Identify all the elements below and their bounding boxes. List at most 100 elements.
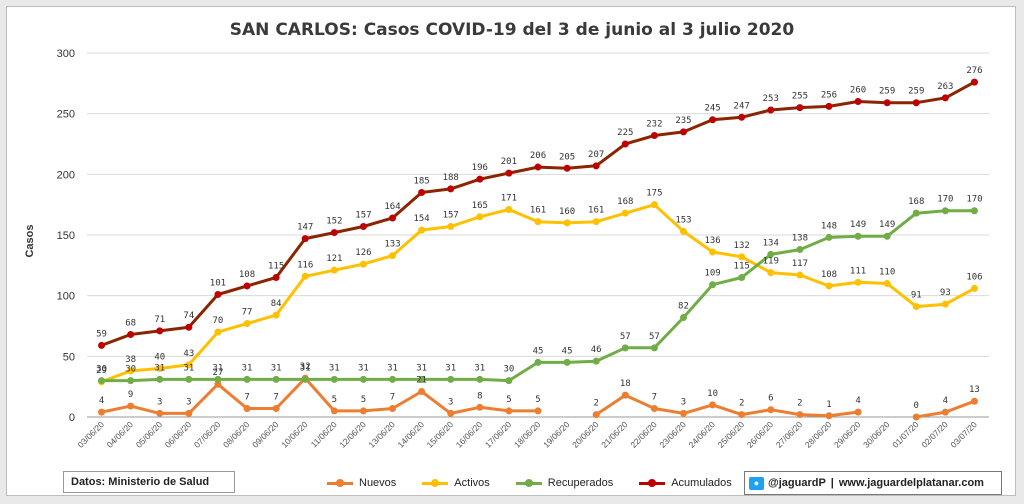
chart-title: SAN CARLOS: Casos COVID-19 del 3 de juni… [230,20,795,40]
data-point [767,106,775,114]
data-label: 136 [704,236,720,246]
data-point [127,402,135,410]
y-tick-label: 150 [57,230,75,242]
data-point [709,248,717,256]
data-point [476,175,484,183]
data-point [389,405,397,413]
credit-site[interactable]: www.jaguardelplatanar.com [838,477,984,489]
data-point [796,271,804,279]
data-label: 31 [242,363,253,373]
data-label: 21 [416,376,427,386]
data-point [243,320,251,328]
data-point [941,408,949,416]
x-tick-label: 22/06/20 [628,419,659,450]
data-point [330,407,338,415]
data-point [621,140,629,148]
data-label: 170 [966,195,982,205]
credit-handle[interactable]: @jaguardP [768,477,826,489]
data-label: 276 [966,66,982,76]
data-point [709,401,717,409]
x-tick-label: 27/06/20 [774,419,805,450]
data-point [796,246,804,254]
data-label: 31 [300,363,311,373]
data-point [214,380,222,388]
data-label: 247 [734,101,750,111]
data-label: 30 [503,365,514,375]
data-point [243,405,251,413]
data-label: 3 [186,397,191,407]
data-point [854,98,862,106]
data-label: 245 [704,104,720,114]
data-point [185,361,193,369]
y-tick-label: 250 [57,109,75,121]
x-tick-label: 10/06/20 [279,419,310,450]
legend-label: Recuperados [547,477,614,489]
y-axis-label: Casos [24,224,36,257]
data-point [854,408,862,416]
data-point [301,375,309,383]
x-tick-label: 19/06/20 [541,419,572,450]
legend-swatch [639,478,666,487]
data-point [272,273,280,281]
data-label: 256 [821,90,837,100]
data-point [854,278,862,286]
data-point [650,132,658,140]
legend-item-activos: Activos [422,477,490,489]
data-point [650,405,658,413]
data-label: 9 [128,390,133,400]
x-axis: 03/06/2004/06/2005/06/2006/06/2007/06/20… [75,419,979,450]
data-label: 5 [332,395,337,405]
data-point [156,409,164,417]
data-label: 18 [620,379,631,389]
data-point [767,269,775,277]
data-point [679,128,687,136]
data-point [418,375,426,383]
data-point [970,78,978,86]
data-label: 59 [96,329,107,339]
data-point [650,344,658,352]
data-point [214,290,222,298]
data-point [970,397,978,405]
x-tick-label: 07/06/20 [192,419,223,450]
data-label: 152 [326,217,342,227]
data-point [563,358,571,366]
data-label: 101 [210,278,226,288]
y-tick-label: 0 [69,412,75,424]
data-point [185,323,193,331]
data-point [330,375,338,383]
data-label: 3 [448,397,453,407]
data-label: 235 [675,116,691,126]
series-acumulados [98,78,978,349]
data-label: 161 [588,206,604,216]
data-point [738,411,746,419]
data-label: 138 [792,234,808,244]
data-point [883,232,891,240]
data-point [679,409,687,417]
legend-label: Nuevos [359,477,397,489]
data-point [389,375,397,383]
data-point [679,314,687,322]
data-point [243,375,251,383]
data-point [505,206,513,214]
data-point [418,226,426,234]
data-label: 74 [183,311,194,321]
data-point [359,260,367,268]
data-point [941,94,949,102]
data-label: 154 [413,214,429,224]
x-tick-label: 02/07/20 [919,419,950,450]
data-label: 126 [355,248,371,258]
data-label: 31 [387,363,398,373]
data-label: 111 [850,266,866,276]
data-label: 91 [911,291,922,301]
x-tick-label: 03/06/20 [75,419,106,450]
x-tick-label: 17/06/20 [483,419,514,450]
data-label: 6 [768,394,773,404]
data-point [825,233,833,241]
data-point [418,189,426,197]
x-tick-label: 25/06/20 [716,419,747,450]
data-point [505,169,513,177]
data-label: 116 [297,260,313,270]
data-label: 121 [326,254,342,264]
line-chart: SAN CARLOS: Casos COVID-19 del 3 de juni… [24,20,989,450]
data-label: 165 [472,201,488,211]
